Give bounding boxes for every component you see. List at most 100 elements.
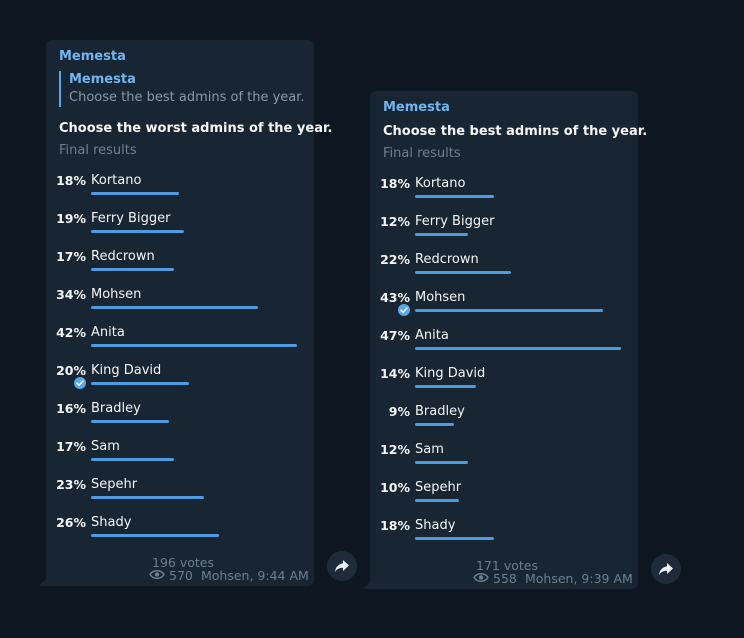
- poll-question: Choose the worst admins of the year.: [59, 121, 333, 136]
- poll-option[interactable]: 22% Redcrown: [370, 252, 638, 290]
- option-percent: 18%: [380, 176, 410, 191]
- option-result-bar: [91, 230, 184, 233]
- share-arrow-icon: [335, 560, 349, 572]
- poll-option[interactable]: 9% Bradley: [370, 404, 638, 442]
- poll-option[interactable]: 16% Bradley: [46, 401, 314, 439]
- option-label: Bradley: [415, 404, 465, 419]
- option-label: Anita: [415, 328, 449, 343]
- option-label: Mohsen: [415, 290, 466, 305]
- poll-option[interactable]: 14% King David: [370, 366, 638, 404]
- poll-option[interactable]: 18% Shady: [370, 518, 638, 556]
- option-result-bar: [415, 423, 454, 426]
- option-result-bar: [91, 382, 189, 385]
- option-percent: 12%: [380, 214, 410, 229]
- eye-icon: [149, 570, 165, 579]
- option-result-bar: [415, 499, 459, 502]
- option-result-bar: [415, 309, 603, 312]
- poll-option[interactable]: 10% Sepehr: [370, 480, 638, 518]
- poll-option[interactable]: 18% Kortano: [46, 173, 314, 211]
- option-label: Kortano: [415, 176, 466, 191]
- option-label: Anita: [91, 325, 125, 340]
- option-result-bar: [91, 496, 204, 499]
- sender-name[interactable]: Memesta: [383, 100, 450, 115]
- poll-option[interactable]: 19% Ferry Bigger: [46, 211, 314, 249]
- poll-option[interactable]: 18% Kortano: [370, 176, 638, 214]
- option-label: Mohsen: [91, 287, 142, 302]
- option-percent: 34%: [56, 287, 86, 302]
- option-percent: 23%: [56, 477, 86, 492]
- option-label: Sepehr: [415, 480, 462, 495]
- vote-count: 196 votes: [152, 555, 214, 570]
- check-circle-icon: [398, 304, 410, 316]
- poll-option[interactable]: 17% Sam: [46, 439, 314, 477]
- option-result-bar: [91, 534, 219, 537]
- option-result-bar: [91, 268, 174, 271]
- option-percent: 42%: [56, 325, 86, 340]
- option-label: Ferry Bigger: [91, 211, 171, 226]
- option-percent: 20%: [56, 363, 86, 378]
- option-result-bar: [91, 458, 174, 461]
- option-result-bar: [415, 385, 476, 388]
- option-result-bar: [415, 461, 468, 464]
- option-result-bar: [91, 192, 179, 195]
- option-result-bar: [91, 306, 258, 309]
- option-label: King David: [415, 366, 486, 381]
- poll-option[interactable]: 20% King David: [46, 363, 314, 401]
- reply-text: Choose the best admins of the year.: [69, 90, 305, 105]
- option-label: Bradley: [91, 401, 141, 416]
- poll-message-1[interactable]: Memesta Memesta Choose the best admins o…: [39, 40, 332, 586]
- reply-sender: Memesta: [69, 72, 136, 87]
- option-percent: 18%: [380, 518, 410, 533]
- author-timestamp: Mohsen, 9:39 AM: [525, 571, 633, 586]
- option-result-bar: [415, 195, 494, 198]
- option-label: Sepehr: [91, 477, 138, 492]
- option-percent: 43%: [380, 290, 410, 305]
- option-label: King David: [91, 363, 162, 378]
- forward-button[interactable]: [327, 551, 357, 581]
- vote-count: 171 votes: [476, 558, 538, 573]
- option-percent: 18%: [56, 173, 86, 188]
- option-result-bar: [415, 271, 511, 274]
- option-label: Redcrown: [91, 249, 155, 264]
- poll-option[interactable]: 12% Sam: [370, 442, 638, 480]
- option-percent: 19%: [56, 211, 86, 226]
- option-percent: 17%: [56, 249, 86, 264]
- reply-preview[interactable]: Memesta Choose the best admins of the ye…: [59, 71, 305, 107]
- option-result-bar: [91, 344, 297, 347]
- option-percent: 26%: [56, 515, 86, 530]
- poll-option[interactable]: 42% Anita: [46, 325, 314, 363]
- poll-option[interactable]: 23% Sepehr: [46, 477, 314, 515]
- sender-name[interactable]: Memesta: [59, 49, 126, 64]
- option-result-bar: [91, 420, 169, 423]
- option-percent: 9%: [388, 404, 410, 419]
- poll-option[interactable]: 12% Ferry Bigger: [370, 214, 638, 252]
- option-result-bar: [415, 233, 468, 236]
- poll-option[interactable]: 26% Shady: [46, 515, 314, 553]
- poll-option[interactable]: 17% Redcrown: [46, 249, 314, 287]
- forward-button[interactable]: [651, 554, 681, 584]
- option-label: Redcrown: [415, 252, 479, 267]
- poll-option[interactable]: 47% Anita: [370, 328, 638, 366]
- option-percent: 16%: [56, 401, 86, 416]
- view-count: 570: [169, 568, 193, 583]
- option-label: Kortano: [91, 173, 142, 188]
- check-circle-icon: [74, 377, 86, 389]
- author-timestamp: Mohsen, 9:44 AM: [201, 568, 309, 583]
- poll-status: Final results: [59, 143, 137, 158]
- option-label: Ferry Bigger: [415, 214, 495, 229]
- poll-option[interactable]: 43% Mohsen: [370, 290, 638, 328]
- option-label: Shady: [415, 518, 456, 533]
- poll-option[interactable]: 34% Mohsen: [46, 287, 314, 325]
- option-result-bar: [415, 347, 621, 350]
- option-label: Shady: [91, 515, 132, 530]
- option-percent: 14%: [380, 366, 410, 381]
- poll-message-2[interactable]: Memesta Choose the best admins of the ye…: [363, 91, 647, 589]
- eye-icon: [473, 573, 489, 582]
- option-label: Sam: [91, 439, 120, 454]
- poll-status: Final results: [383, 146, 461, 161]
- option-label: Sam: [415, 442, 444, 457]
- option-result-bar: [415, 537, 494, 540]
- view-count: 558: [493, 571, 517, 586]
- option-percent: 22%: [380, 252, 410, 267]
- option-percent: 12%: [380, 442, 410, 457]
